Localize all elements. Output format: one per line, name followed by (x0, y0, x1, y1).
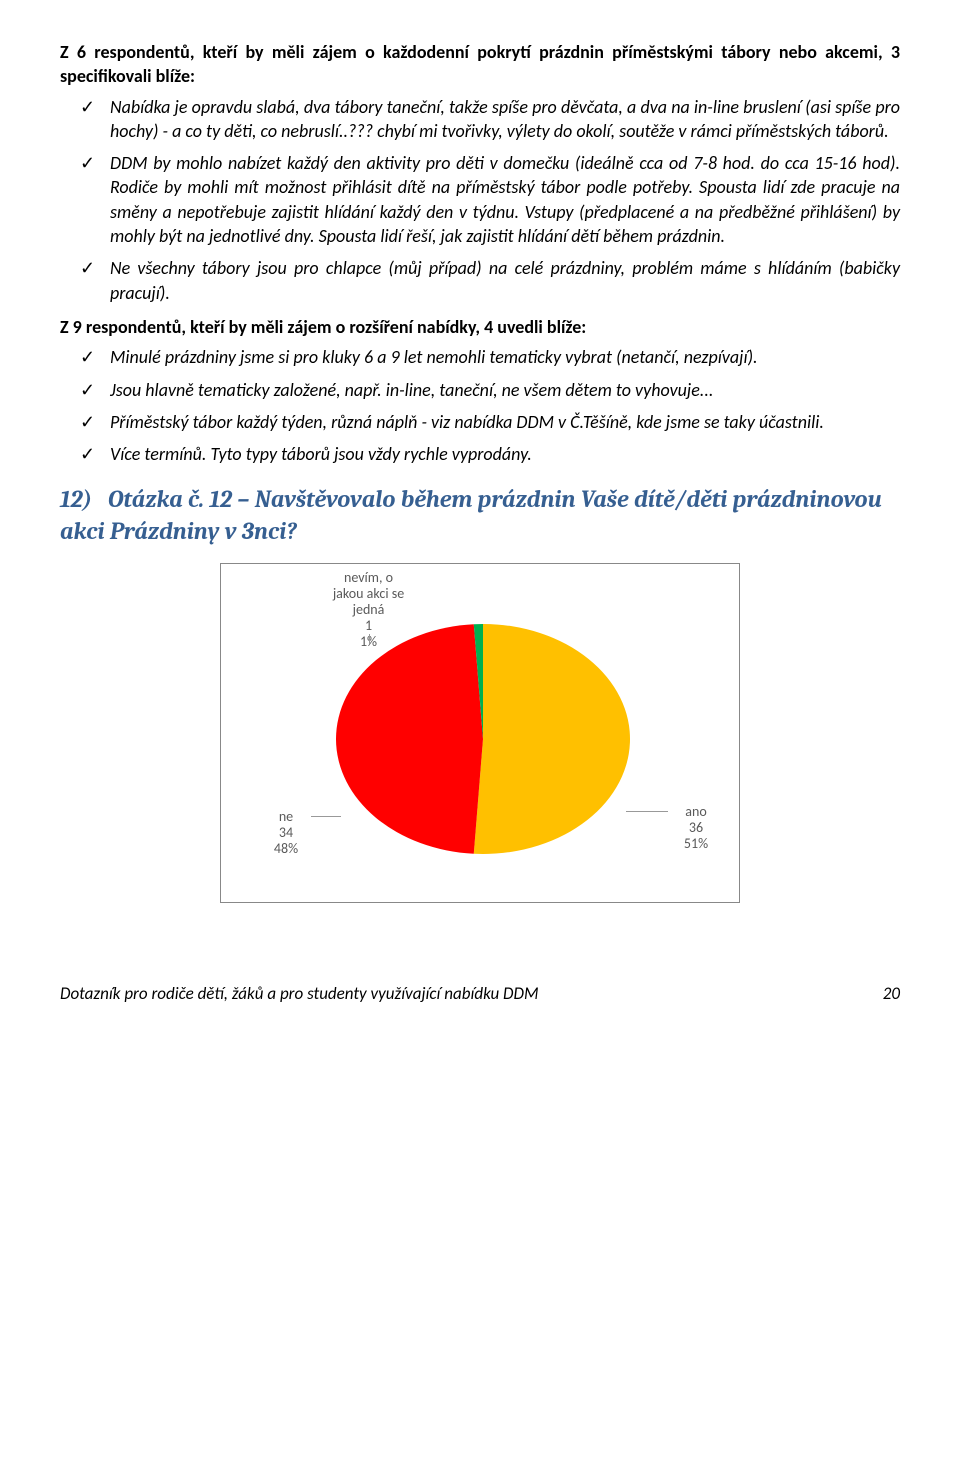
pie-label-ne: ne 34 48% (261, 809, 311, 857)
list-item: Nabídka je opravdu slabá, dva tábory tan… (88, 95, 900, 144)
question-number: 12) (60, 485, 92, 513)
bullet-list-1: Nabídka je opravdu slabá, dva tábory tan… (60, 95, 900, 305)
leader-line (626, 811, 668, 812)
pie-chart: nevím, o jakou akci se jedná 1 1% ne 34 … (220, 563, 740, 903)
footer-title: Dotazník pro rodiče dětí, žáků a pro stu… (60, 983, 539, 1006)
pie-label-ano: ano 36 51% (671, 804, 721, 852)
page-footer: Dotazník pro rodiče dětí, žáků a pro stu… (60, 983, 900, 1006)
bullet-list-2: Minulé prázdniny jsme si pro kluky 6 a 9… (60, 345, 900, 466)
footer-page-number: 20 (883, 983, 900, 1006)
pie-slice-ano (474, 624, 630, 854)
list-item: Minulé prázdniny jsme si pro kluky 6 a 9… (88, 345, 900, 369)
question-heading: 12) Otázka č. 12 – Navštěvovalo během pr… (60, 484, 900, 546)
list-item: Jsou hlavně tematicky založené, např. in… (88, 378, 900, 402)
pie-svg-wrap (336, 624, 631, 854)
list-item: Více termínů. Tyto typy táborů jsou vždy… (88, 442, 900, 466)
list-item: DDM by mohlo nabízet každý den aktivity … (88, 151, 900, 248)
pie-slice-ne (336, 624, 483, 854)
pie-svg (336, 624, 631, 854)
intro-paragraph-1: Z 6 respondentů, kteří by měli zájem o k… (60, 40, 900, 89)
list-item: Příměstský tábor každý týden, různá nápl… (88, 410, 900, 434)
list-item: Ne všechny tábory jsou pro chlapce (můj … (88, 256, 900, 305)
pie-chart-container: nevím, o jakou akci se jedná 1 1% ne 34 … (60, 563, 900, 903)
intro-paragraph-2: Z 9 respondentů, kteří by měli zájem o r… (60, 315, 900, 339)
question-text: Otázka č. 12 – Navštěvovalo během prázdn… (60, 485, 882, 544)
